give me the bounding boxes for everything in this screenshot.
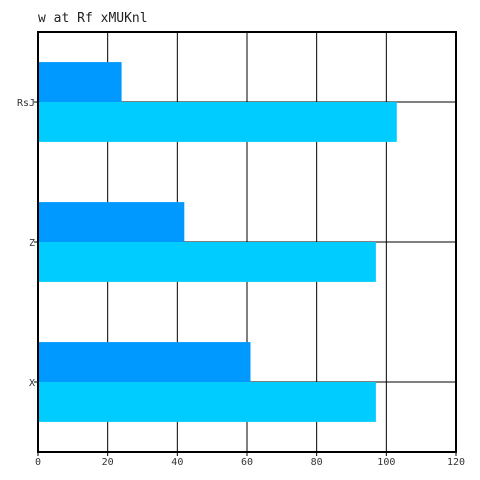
x-tick-label: 80 (311, 457, 323, 468)
y-axis-ticks: X Z RsJ (17, 98, 38, 389)
chart-title: w at Rf xMUKnl (38, 11, 148, 26)
x-tick-label: 40 (171, 457, 183, 468)
x-tick-label: 100 (377, 457, 395, 468)
x-axis-ticks: 0 20 40 60 80 100 120 (35, 452, 465, 468)
x-tick-label: 20 (102, 457, 114, 468)
x-tick-label: 0 (35, 457, 41, 468)
bar (38, 62, 122, 102)
bar (38, 202, 185, 242)
x-tick-label: 60 (241, 457, 253, 468)
bar (38, 382, 376, 422)
y-tick-label: RsJ (17, 98, 35, 109)
y-tick-label: X (29, 378, 35, 389)
y-tick-label: Z (29, 238, 35, 249)
bar (38, 102, 397, 142)
bar (38, 242, 376, 282)
bar (38, 342, 251, 382)
bars (38, 62, 397, 422)
x-tick-label: 120 (447, 457, 465, 468)
